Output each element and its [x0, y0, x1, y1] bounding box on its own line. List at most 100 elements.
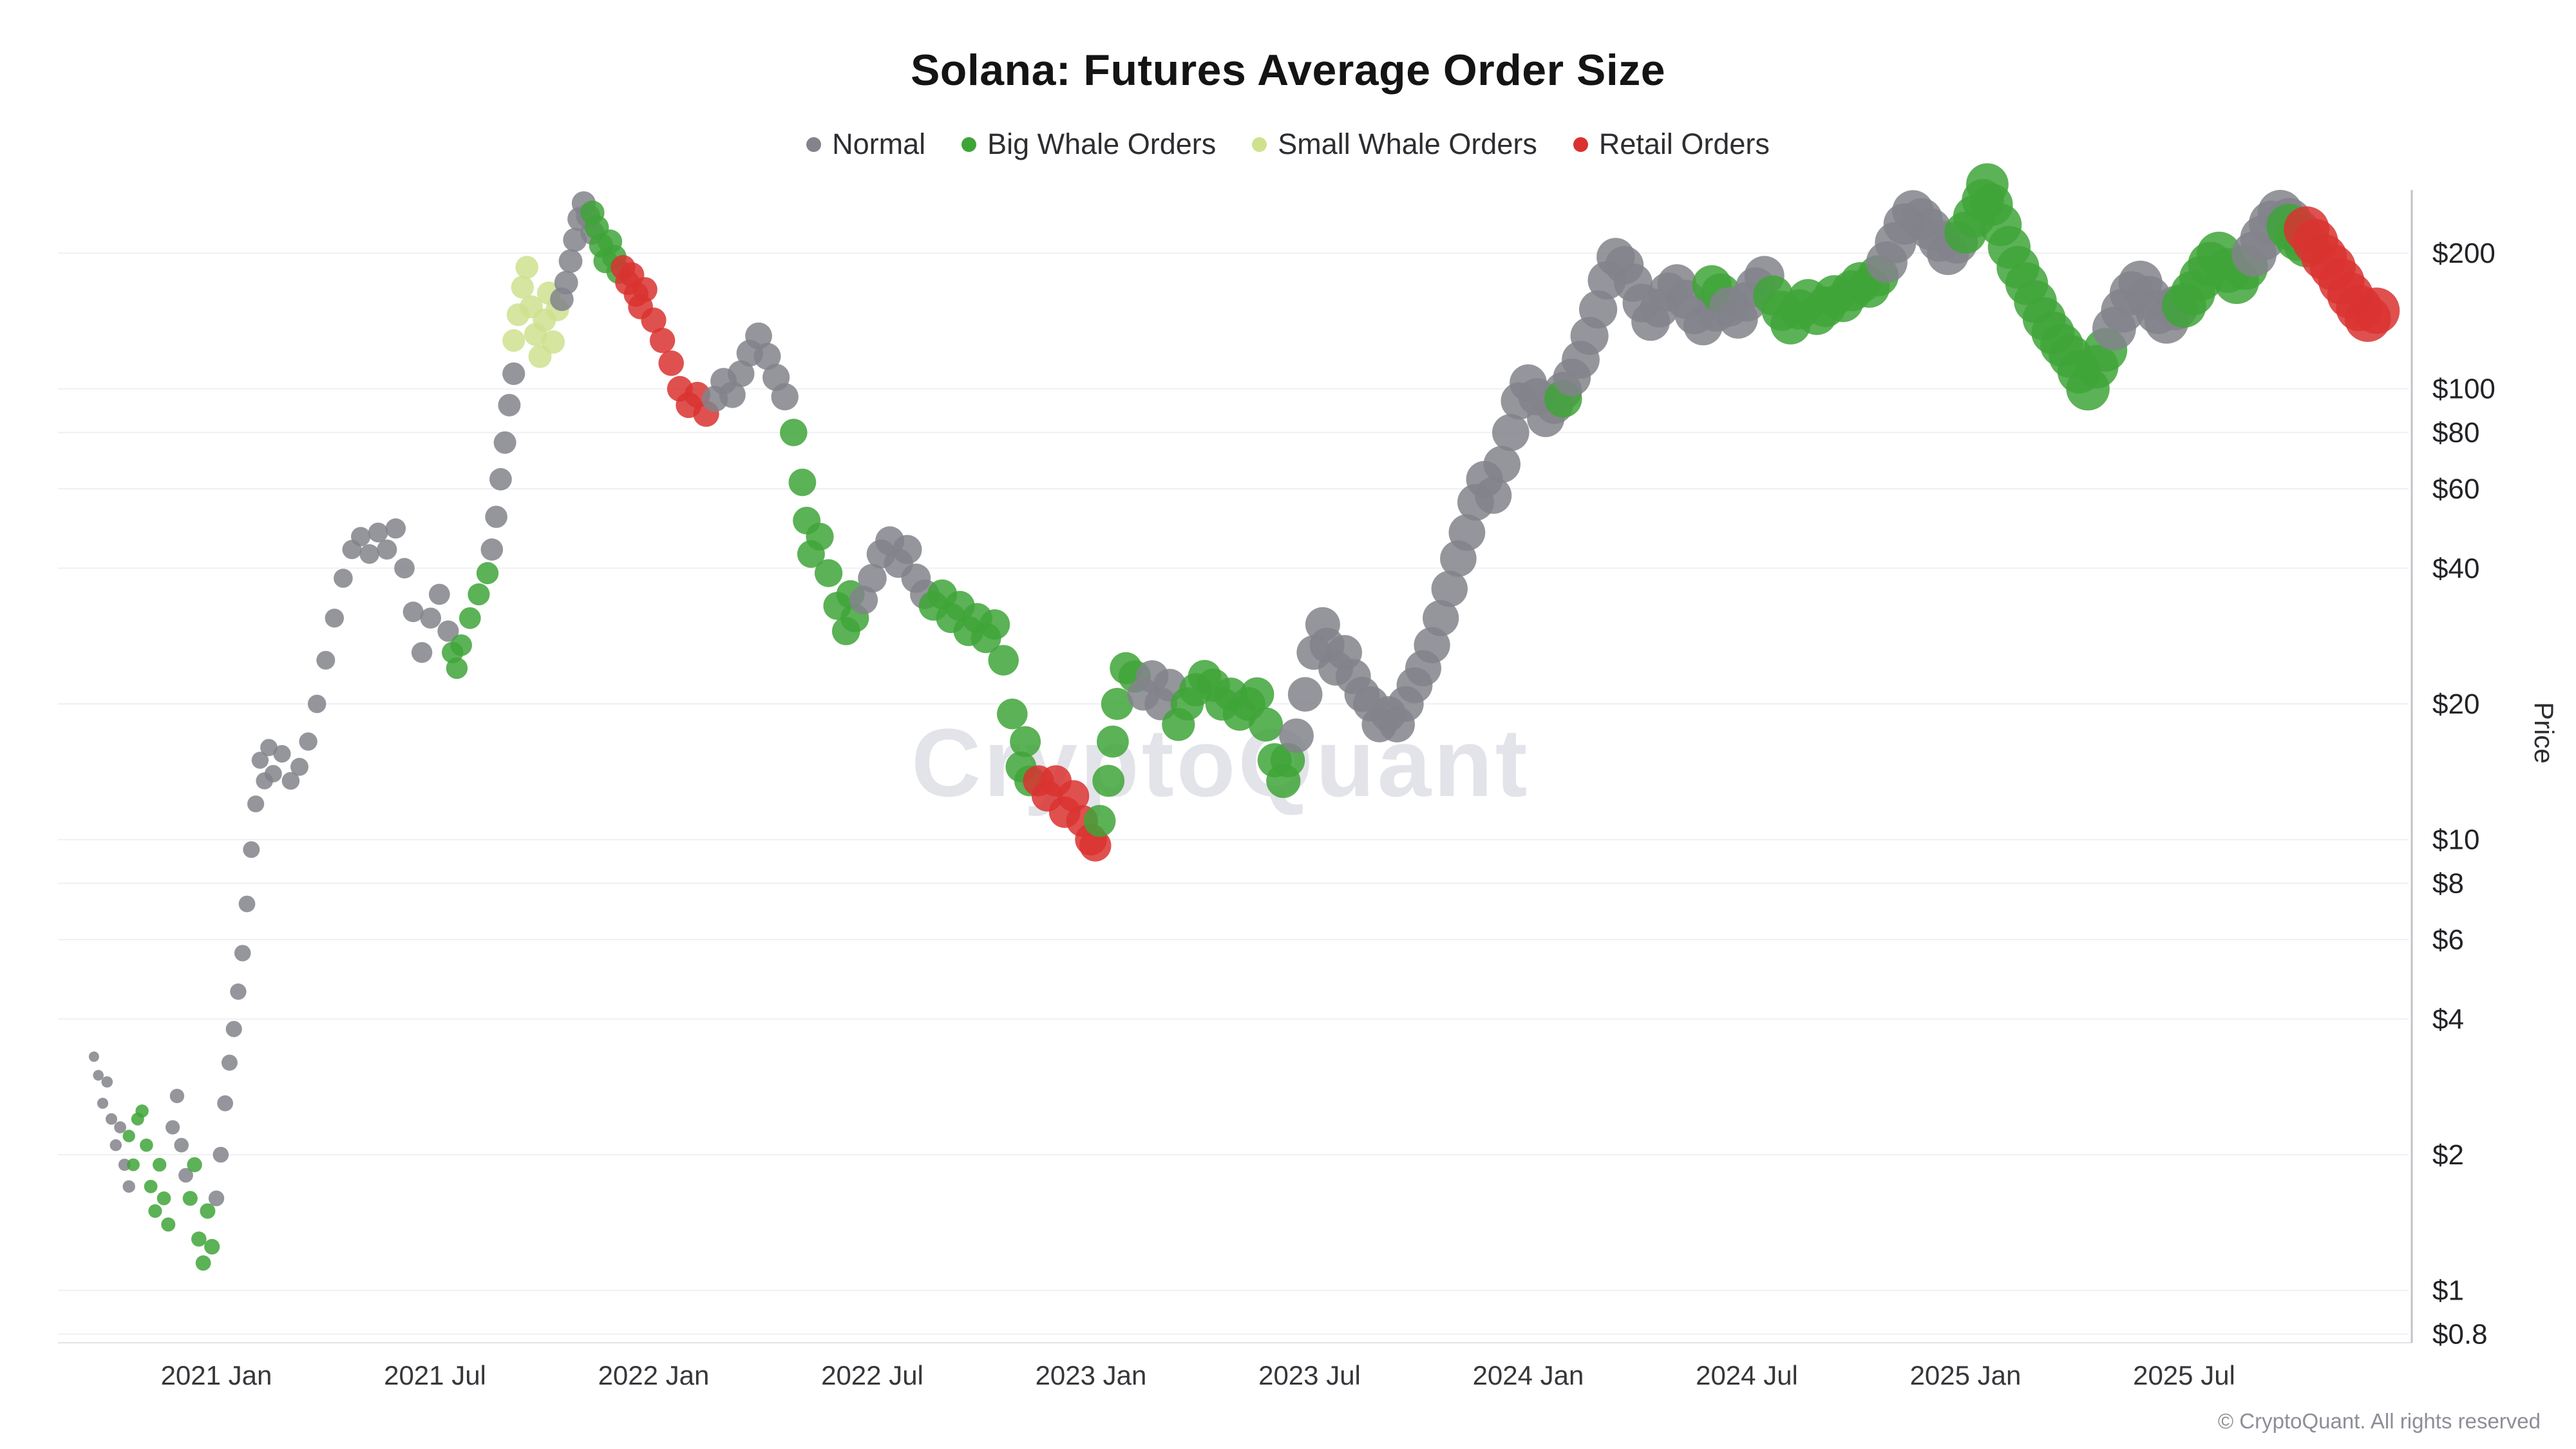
point-normal: [1483, 446, 1520, 483]
point-retail: [2353, 287, 2400, 334]
point-normal: [1287, 677, 1323, 712]
point-normal: [169, 1088, 185, 1104]
point-normal: [1423, 600, 1459, 636]
point-normal: [213, 1146, 229, 1163]
point-big-whale: [191, 1231, 207, 1247]
point-normal: [230, 983, 247, 1000]
x-tick-label: 2025 Jul: [2133, 1360, 2235, 1390]
point-big-whale: [156, 1191, 171, 1206]
point-big-whale: [122, 1130, 135, 1142]
legend-label-small-whale: Small Whale Orders: [1278, 128, 1537, 160]
point-retail: [658, 350, 684, 376]
point-big-whale: [1101, 688, 1133, 720]
legend: Normal Big Whale Orders Small Whale Orde…: [0, 128, 2576, 161]
y-tick-label: $20: [2432, 688, 2479, 720]
point-big-whale: [780, 419, 808, 446]
y-tick-label: $100: [2432, 374, 2496, 405]
point-normal: [325, 609, 344, 628]
point-normal: [1431, 571, 1468, 607]
point-normal: [489, 468, 512, 491]
point-big-whale: [187, 1157, 202, 1173]
point-big-whale: [144, 1180, 158, 1193]
point-normal: [485, 506, 507, 528]
point-big-whale: [140, 1138, 153, 1152]
point-normal: [221, 1054, 238, 1071]
point-normal: [273, 744, 291, 763]
point-normal: [351, 527, 371, 547]
point-big-whale: [200, 1203, 216, 1219]
point-normal: [402, 601, 424, 623]
point-big-whale: [135, 1104, 149, 1118]
point-normal: [290, 757, 308, 776]
point-big-whale: [1097, 725, 1129, 758]
point-normal: [893, 535, 922, 564]
point-normal: [93, 1070, 104, 1081]
x-tick-label: 2021 Jul: [384, 1360, 486, 1390]
point-big-whale: [476, 562, 499, 585]
point-big-whale: [161, 1217, 176, 1232]
point-normal: [437, 620, 459, 642]
point-big-whale: [1083, 804, 1116, 837]
point-normal: [411, 642, 433, 663]
point-normal: [1448, 514, 1486, 551]
legend-item-big-whale[interactable]: Big Whale Orders: [961, 128, 1216, 161]
point-normal: [208, 1190, 225, 1207]
point-normal: [493, 431, 516, 454]
point-small-whale: [502, 329, 526, 352]
point-normal: [316, 650, 336, 670]
point-big-whale: [459, 607, 481, 629]
point-normal: [385, 518, 406, 539]
point-normal: [307, 694, 327, 714]
chart-title: Solana: Futures Average Order Size: [910, 46, 1666, 95]
point-normal: [1279, 718, 1314, 753]
point-retail: [649, 328, 676, 354]
point-big-whale: [1240, 677, 1274, 712]
point-normal: [178, 1168, 193, 1183]
point-normal: [243, 841, 260, 858]
point-normal: [1492, 413, 1530, 451]
y-tick-label: $80: [2432, 417, 2479, 449]
point-normal: [1475, 477, 1512, 514]
x-tick-label: 2025 Jan: [1910, 1360, 2022, 1390]
point-normal: [753, 343, 781, 370]
y-tick-label: $60: [2432, 473, 2479, 505]
legend-item-normal[interactable]: Normal: [806, 128, 925, 161]
point-normal: [174, 1137, 189, 1153]
point-big-whale: [446, 657, 468, 679]
legend-item-small-whale[interactable]: Small Whale Orders: [1252, 128, 1537, 161]
point-normal: [428, 583, 450, 605]
legend-item-retail[interactable]: Retail Orders: [1573, 128, 1770, 161]
y-tick-label: $1: [2432, 1275, 2464, 1307]
normal-legend-dot-icon: [806, 137, 822, 152]
point-big-whale: [1249, 707, 1283, 742]
point-normal: [377, 539, 397, 560]
point-normal: [238, 895, 256, 913]
point-retail: [632, 277, 658, 302]
point-retail: [641, 307, 667, 333]
point-normal: [114, 1121, 127, 1133]
point-big-whale: [127, 1158, 140, 1171]
point-big-whale: [204, 1238, 220, 1255]
point-big-whale: [148, 1204, 162, 1218]
point-normal: [728, 360, 755, 387]
point-big-whale: [980, 609, 1010, 640]
point-normal: [97, 1097, 109, 1109]
y-tick-label: $200: [2432, 238, 2496, 269]
point-retail: [1079, 829, 1112, 862]
point-normal: [281, 772, 300, 790]
point-big-whale: [450, 634, 472, 656]
point-normal: [719, 381, 746, 408]
point-normal: [106, 1113, 117, 1125]
point-big-whale: [997, 698, 1028, 730]
copyright-footer: © CryptoQuant. All rights reserved: [2217, 1409, 2541, 1433]
y-tick-label: $6: [2432, 924, 2464, 956]
y-tick-label: $10: [2432, 824, 2479, 856]
point-big-whale: [153, 1157, 167, 1172]
y-axis-title: Price: [2529, 702, 2559, 764]
point-big-whale: [814, 559, 843, 587]
point-normal: [334, 569, 353, 588]
point-normal: [558, 249, 583, 273]
point-normal: [858, 564, 887, 593]
point-normal: [251, 752, 269, 769]
